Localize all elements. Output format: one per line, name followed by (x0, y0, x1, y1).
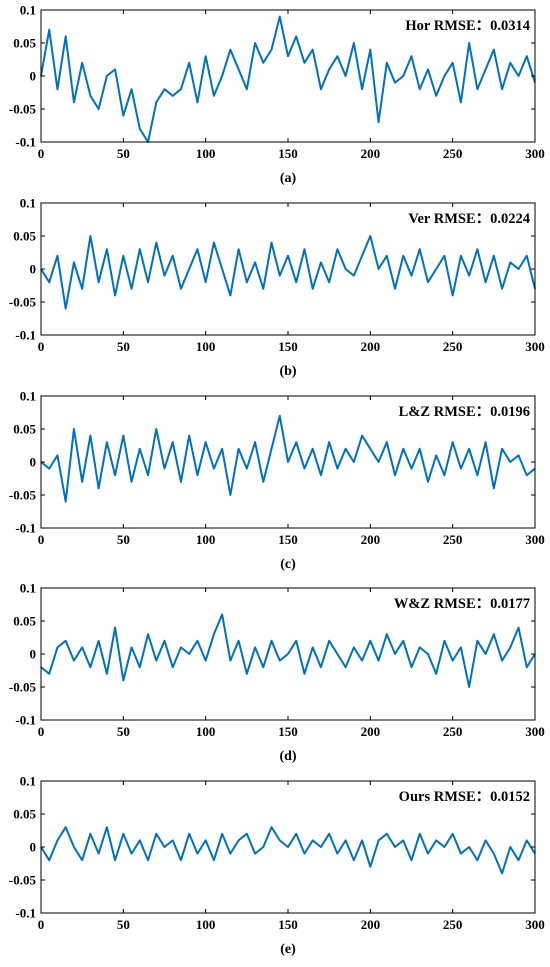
y-tick-label: 0 (30, 262, 37, 277)
y-tick-label: 0 (30, 455, 37, 470)
x-tick-label: 100 (196, 724, 216, 739)
x-tick-label: 150 (278, 724, 298, 739)
y-tick-label: 0.05 (13, 229, 36, 244)
x-tick-label: 150 (278, 917, 298, 932)
x-tick-label: 50 (117, 724, 130, 739)
panel-caption: (a) (280, 171, 297, 186)
y-tick-label: 0.1 (20, 196, 36, 211)
y-tick-label: 0.1 (20, 774, 36, 789)
x-tick-label: 50 (117, 146, 130, 161)
x-tick-label: 250 (443, 532, 463, 547)
y-tick-label: -0.05 (9, 295, 37, 310)
y-tick-label: -0.1 (15, 135, 36, 150)
x-tick-label: 150 (278, 339, 298, 354)
chart-panel: 0 50 100 150 200 250 300 0.1 0.05 0 -0.05 -0.1 Ours … (9, 774, 545, 958)
rmse-annotation: L&Z RMSE：0.0196 (399, 404, 530, 420)
y-tick-label: 0.1 (20, 3, 36, 18)
y-tick-label: -0.05 (9, 873, 37, 888)
rmse-annotation: W&Z RMSE：0.0177 (394, 596, 530, 612)
y-tick-label: -0.05 (9, 488, 37, 503)
y-tick-label: 0.05 (13, 422, 36, 437)
series-line (40, 414, 536, 503)
x-tick-label: 300 (525, 146, 545, 161)
x-tick-label: 0 (38, 917, 45, 932)
y-tick-label: -0.1 (15, 521, 36, 536)
rmse-annotation: Ver RMSE：0.0224 (408, 211, 530, 227)
x-tick-label: 300 (525, 532, 545, 547)
x-tick-label: 0 (38, 724, 45, 739)
panel-caption: (c) (280, 557, 296, 572)
x-tick-label: 250 (443, 724, 463, 739)
x-tick-label: 0 (38, 339, 45, 354)
y-tick-label: 0 (30, 69, 37, 84)
x-tick-label: 150 (278, 532, 298, 547)
y-tick-label: -0.05 (9, 680, 37, 695)
y-tick-label: -0.1 (15, 713, 36, 728)
x-tick-label: 100 (196, 146, 216, 161)
y-tick-label: 0 (30, 647, 37, 662)
chart-panel: 0 50 100 150 200 250 300 0.1 0.05 0 -0.05 -0.1 Hor R… (9, 3, 545, 187)
x-tick-label: 200 (361, 724, 381, 739)
x-tick-label: 50 (117, 339, 130, 354)
x-tick-label: 100 (196, 917, 216, 932)
x-tick-label: 0 (38, 146, 45, 161)
series-line (40, 15, 536, 143)
panel-caption: (e) (280, 942, 296, 957)
x-tick-label: 250 (443, 917, 463, 932)
x-tick-label: 250 (443, 146, 463, 161)
x-tick-label: 0 (38, 532, 45, 547)
y-tick-label: -0.1 (15, 328, 36, 343)
rmse-annotation: Hor RMSE：0.0314 (405, 18, 530, 34)
y-tick-label: 0.1 (20, 389, 36, 404)
y-tick-label: 0 (30, 840, 37, 855)
x-tick-label: 200 (361, 146, 381, 161)
x-tick-label: 200 (361, 339, 381, 354)
x-tick-label: 300 (525, 917, 545, 932)
series-line (40, 235, 536, 310)
x-tick-label: 250 (443, 339, 463, 354)
y-tick-label: -0.05 (9, 102, 37, 117)
y-tick-label: 0.05 (13, 614, 36, 629)
panel-caption: (d) (279, 749, 296, 764)
x-tick-label: 300 (525, 724, 545, 739)
series-line (40, 613, 536, 688)
x-tick-label: 150 (278, 146, 298, 161)
panel-caption: (b) (279, 364, 296, 379)
x-tick-label: 200 (361, 532, 381, 547)
x-tick-label: 200 (361, 917, 381, 932)
x-tick-label: 50 (117, 532, 130, 547)
y-tick-label: -0.1 (15, 906, 36, 921)
x-tick-label: 100 (196, 339, 216, 354)
x-tick-label: 50 (117, 917, 130, 932)
chart-panel: 0 50 100 150 200 250 300 0.1 0.05 0 -0.05 -0.1 Ver R… (9, 196, 545, 380)
y-tick-label: 0.05 (13, 36, 36, 51)
chart-panel: 0 50 100 150 200 250 300 0.1 0.05 0 -0.05 -0.1 W&Z R… (9, 581, 545, 765)
chart-panel: 0 50 100 150 200 250 300 0.1 0.05 0 -0.05 -0.1 L&Z R… (9, 389, 545, 573)
series-line (40, 826, 536, 875)
y-tick-label: 0.1 (20, 581, 36, 596)
y-tick-label: 0.05 (13, 807, 36, 822)
rmse-annotation: Ours RMSE：0.0152 (399, 789, 530, 805)
x-tick-label: 300 (525, 339, 545, 354)
x-tick-label: 100 (196, 532, 216, 547)
